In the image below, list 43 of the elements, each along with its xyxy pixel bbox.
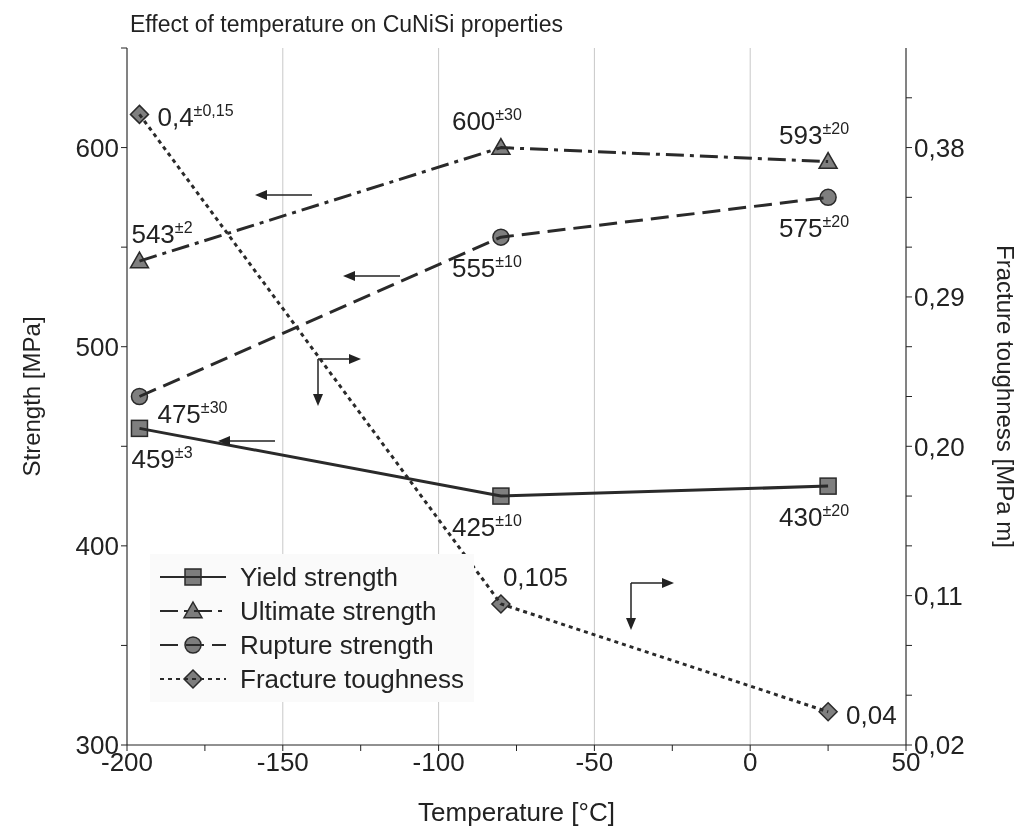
data-label: 430$^{±20}$ <box>779 502 850 533</box>
x-tick-label: -50 <box>575 747 614 778</box>
point <box>819 188 837 207</box>
point <box>818 151 838 170</box>
data-label: 600$^{±30}$ <box>451 105 523 136</box>
point <box>818 702 838 722</box>
data-label: 0,105 <box>502 561 568 592</box>
y2-tick-label: 0,29 <box>914 282 965 313</box>
point <box>130 387 149 406</box>
legend-label: Rupture strength <box>240 629 434 661</box>
point <box>129 104 150 125</box>
point <box>130 419 149 438</box>
y-axis-title: Strength [MPa] <box>17 316 45 477</box>
data-label: 593$^{±20}$ <box>779 119 850 150</box>
data-label: 555$^{±10}$ <box>451 253 523 284</box>
x-tick-label: -150 <box>256 747 309 778</box>
y-tick-label: 400 <box>75 531 119 562</box>
data-label: 475$^{±30}$ <box>157 398 228 429</box>
data-label: 575$^{±20}$ <box>779 213 850 244</box>
y2-tick-label: 0,38 <box>914 132 965 163</box>
point <box>492 487 510 505</box>
point <box>492 228 510 246</box>
y2-tick-label: 0,11 <box>914 580 963 611</box>
y2-tick-label: 0,20 <box>914 431 965 462</box>
data-label: 425$^{±10}$ <box>451 512 523 543</box>
point <box>819 477 837 495</box>
x-tick-label: 0 <box>742 747 758 778</box>
y2-axis-title: Fracture toughness [MPa m] <box>992 245 1020 548</box>
y-tick-label: 500 <box>75 331 119 362</box>
legend-label: Yield strength <box>240 561 399 593</box>
data-label: 0,04 <box>846 699 897 730</box>
point <box>491 594 511 614</box>
data-label: 543$^{±2}$ <box>131 219 193 250</box>
legend-label: Ultimate strength <box>240 595 437 627</box>
data-label: 459$^{±3}$ <box>131 444 193 475</box>
data-label: 0,4$^{±0,15}$ <box>157 102 234 133</box>
x-tick-label: -100 <box>412 747 465 778</box>
point <box>129 251 150 269</box>
x-axis-title: Temperature [°C] <box>418 797 615 827</box>
point <box>491 137 511 156</box>
legend-label: Fracture toughness <box>240 663 465 695</box>
chart-title: Effect of temperature on CuNiSi properties <box>129 10 564 39</box>
y-tick-label: 600 <box>75 132 119 163</box>
